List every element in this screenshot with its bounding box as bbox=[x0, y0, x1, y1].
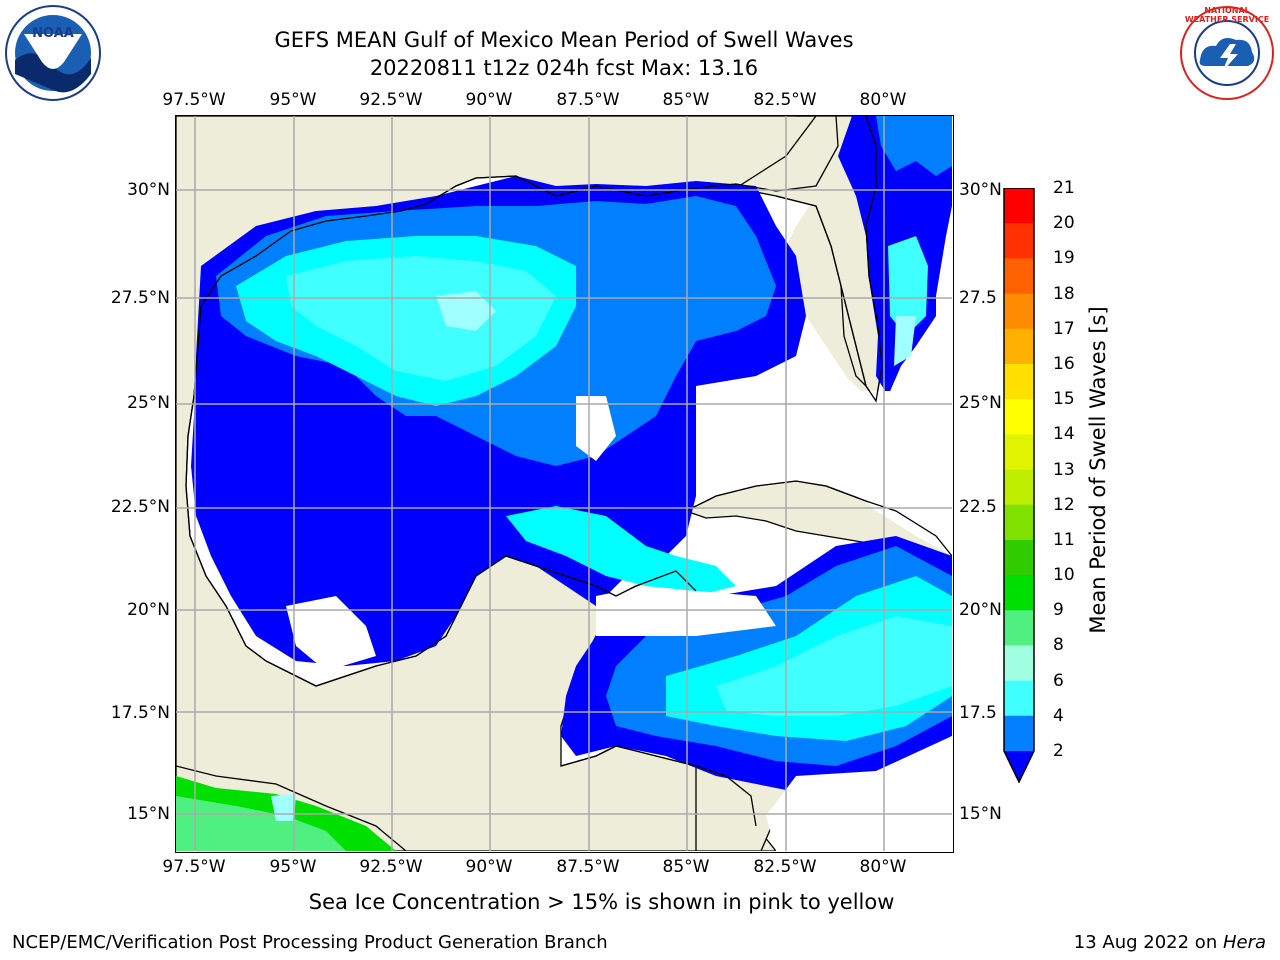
colorbar-swatch bbox=[1004, 575, 1034, 611]
lat-tick-left: 25°N bbox=[127, 393, 170, 413]
colorbar-swatch bbox=[1004, 188, 1034, 224]
colorbar-label: Mean Period of Swell Waves [s] bbox=[1086, 306, 1110, 634]
colorbar-tick-label: 4 bbox=[1053, 705, 1064, 726]
lon-tick-bottom: 82.5°W bbox=[753, 857, 817, 877]
colorbar-tick-label: 20 bbox=[1053, 213, 1075, 234]
grid-lines bbox=[176, 116, 952, 851]
lat-tick-right: 22.5 bbox=[959, 497, 997, 517]
lon-tick-top: 97.5°W bbox=[162, 90, 226, 110]
lon-tick-bottom: 92.5°W bbox=[359, 857, 423, 877]
colorbar-swatch bbox=[1004, 715, 1034, 751]
field-pale-cyan-gulf bbox=[436, 291, 496, 331]
lon-tick-top: 90°W bbox=[465, 90, 513, 110]
lon-tick-bottom: 85°W bbox=[662, 857, 710, 877]
colorbar-extend-arrow bbox=[1004, 751, 1034, 782]
lon-tick-bottom: 95°W bbox=[269, 857, 317, 877]
lon-tick-bottom: 97.5°W bbox=[162, 857, 226, 877]
colorbar-swatch bbox=[1004, 328, 1034, 365]
lat-tick-right: 27.5 bbox=[959, 288, 997, 308]
colorbar-swatch bbox=[1004, 680, 1034, 717]
colorbar bbox=[1003, 187, 1035, 784]
colorbar-tick-label: 11 bbox=[1053, 529, 1075, 550]
lat-tick-right: 20°N bbox=[959, 600, 1002, 620]
sea-ice-note: Sea Ice Concentration > 15% is shown in … bbox=[308, 890, 895, 914]
lon-tick-bottom: 87.5°W bbox=[556, 857, 620, 877]
lat-tick-right: 25°N bbox=[959, 393, 1002, 413]
credit-left: NCEP/EMC/Verification Post Processing Pr… bbox=[12, 932, 608, 953]
colorbar-swatch bbox=[1004, 258, 1034, 295]
colorbar-tick-label: 8 bbox=[1053, 635, 1064, 656]
colorbar-tick-label: 21 bbox=[1053, 178, 1075, 198]
lat-tick-right: 17.5 bbox=[959, 703, 997, 723]
credit-right: 13 Aug 2022 on Hera bbox=[1074, 932, 1266, 953]
colorbar-swatch bbox=[1004, 434, 1034, 470]
map-subtitle: 20220811 t12z 024h fcst Max: 13.16 bbox=[369, 56, 759, 80]
lat-tick-left: 22.5°N bbox=[110, 497, 170, 517]
colorbar-tick-label: 15 bbox=[1053, 389, 1075, 410]
colorbar-tick-label: 14 bbox=[1053, 424, 1075, 445]
colorbar-tick-label: 16 bbox=[1053, 353, 1075, 374]
credit-date: 13 Aug 2022 on bbox=[1073, 932, 1223, 953]
colorbar-swatch bbox=[1004, 504, 1034, 541]
colorbar-tick-label: 17 bbox=[1053, 318, 1075, 339]
colorbar-swatch bbox=[1004, 469, 1034, 506]
lon-tick-bottom: 80°W bbox=[859, 857, 907, 877]
field-caribbean-light-cyan bbox=[716, 616, 952, 716]
nws-logo: NATIONAL WEATHER SERVICE bbox=[1178, 4, 1276, 102]
lat-tick-left: 20°N bbox=[127, 600, 170, 620]
colorbar-tick-label: 13 bbox=[1053, 459, 1075, 480]
colorbar-swatch bbox=[1004, 610, 1034, 646]
nws-logo-text: NATIONAL WEATHER SERVICE bbox=[1184, 6, 1270, 24]
lon-tick-top: 87.5°W bbox=[556, 90, 620, 110]
colorbar-swatch bbox=[1004, 399, 1034, 435]
lat-tick-left: 15°N bbox=[127, 804, 170, 824]
map-canvas bbox=[175, 115, 953, 852]
lon-tick-bottom: 90°W bbox=[465, 857, 513, 877]
field-light-cyan-gulf bbox=[286, 256, 556, 381]
credit-host: Hera bbox=[1222, 932, 1266, 953]
colorbar-swatch bbox=[1004, 363, 1034, 400]
colorbar-tick-label: 10 bbox=[1053, 565, 1075, 586]
svg-text:NOAA: NOAA bbox=[32, 26, 74, 41]
colorbar-frame bbox=[1003, 187, 1035, 784]
colorbar-tick-label: 6 bbox=[1053, 670, 1064, 691]
field-white-hole bbox=[286, 596, 376, 671]
lat-tick-right: 30°N bbox=[959, 180, 1002, 200]
colorbar-swatch bbox=[1004, 293, 1034, 330]
lon-tick-top: 95°W bbox=[269, 90, 317, 110]
lat-tick-left: 30°N bbox=[127, 180, 170, 200]
colorbar-tick-label: 18 bbox=[1053, 283, 1075, 304]
colorbar-swatches bbox=[1003, 187, 1035, 784]
colorbar-tick-label: 9 bbox=[1053, 600, 1064, 621]
lon-tick-top: 82.5°W bbox=[753, 90, 817, 110]
lon-tick-top: 92.5°W bbox=[359, 90, 423, 110]
colorbar-swatch bbox=[1004, 645, 1034, 682]
colorbar-tick-label: 12 bbox=[1053, 494, 1075, 515]
lat-tick-right: 15°N bbox=[959, 804, 1002, 824]
colorbar-tick-label: 19 bbox=[1053, 248, 1075, 269]
lat-tick-left: 17.5°N bbox=[110, 703, 170, 723]
noaa-logo: NOAA bbox=[4, 4, 102, 102]
lon-tick-top: 80°W bbox=[859, 90, 907, 110]
colorbar-swatch bbox=[1004, 223, 1034, 259]
colorbar-swatch bbox=[1004, 539, 1034, 576]
lon-tick-top: 85°W bbox=[662, 90, 710, 110]
map-frame bbox=[175, 115, 954, 853]
map-title: GEFS MEAN Gulf of Mexico Mean Period of … bbox=[274, 28, 854, 52]
lat-tick-left: 27.5°N bbox=[110, 288, 170, 308]
colorbar-tick-label: 2 bbox=[1053, 741, 1064, 761]
